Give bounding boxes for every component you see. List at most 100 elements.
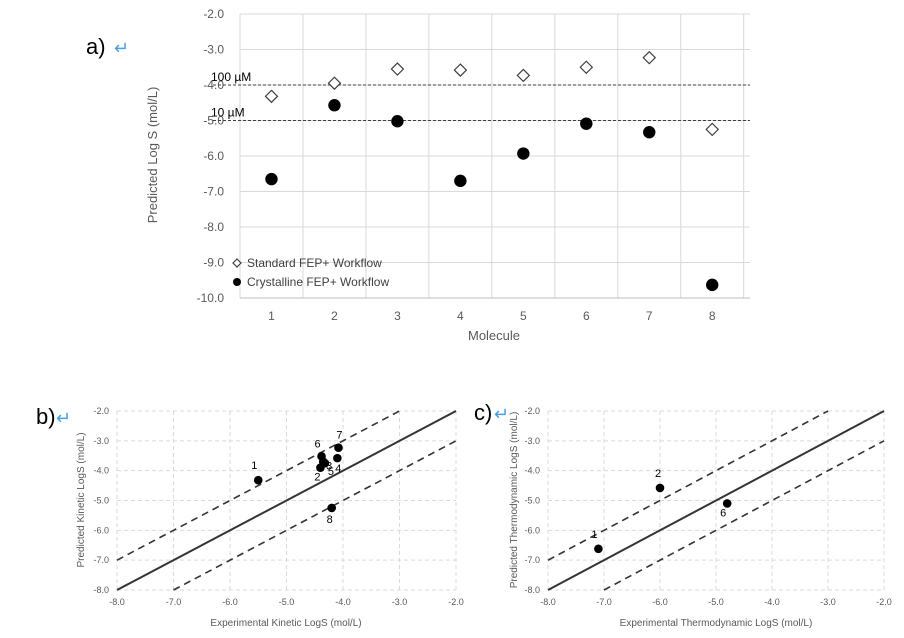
panel-a-y-tick-label: -2.0 xyxy=(203,7,224,21)
panel-c-y-axis-title: Predicted Thermodynamic LogS (mol/L) xyxy=(509,412,520,589)
data-point-standard xyxy=(390,62,405,76)
panel-b-letter: b) xyxy=(36,404,56,429)
panel-b: b) ↵ -8.0 -7.0 -6.0 -5.0 -4.0 -3.0 -2.0 -2.0 -3.… xyxy=(36,404,464,629)
panel-c-ticks: -8.0 -7.0 -6.0 -5.0 -4.0 -3.0 -2.0 -2.0 -3.0 -4.0… xyxy=(524,406,891,607)
panel-a-y-tick-label: -8.0 xyxy=(203,220,224,234)
panel-b-parity-lines xyxy=(116,410,457,591)
panel-a-x-ticks: 1 2 3 4 5 6 7 8 xyxy=(268,309,716,323)
panel-c-x-tick-label: -8.0 xyxy=(540,597,556,607)
panel-b-x-tick-label: -6.0 xyxy=(222,597,238,607)
panel-a-x-tick-label: 3 xyxy=(394,309,401,323)
data-point-crystalline xyxy=(265,172,278,186)
panel-c-x-tick-label: -6.0 xyxy=(652,597,668,607)
data-point-label: 6 xyxy=(314,438,320,450)
panel-a-legend: Standard FEP+ Workflow Crystalline FEP+ … xyxy=(232,256,389,289)
panel-a-y-axis-title: Predicted Log S (mol/L) xyxy=(145,87,160,224)
panel-b-x-tick-label: -4.0 xyxy=(335,597,351,607)
panel-c-x-axis-title: Experimental Thermodynamic LogS (mol/L) xyxy=(620,618,813,629)
return-arrow-icon: ↵ xyxy=(114,38,129,58)
panel-b-ticks: -8.0 -7.0 -6.0 -5.0 -4.0 -3.0 -2.0 -2.0 -3.0 -4.0… xyxy=(93,406,463,607)
data-point xyxy=(334,443,343,452)
data-point xyxy=(333,453,342,463)
panel-a-y-tick-label: -9.0 xyxy=(203,256,224,270)
panel-b-y-tick-label: -2.0 xyxy=(93,406,109,416)
data-point-label: 7 xyxy=(336,430,342,442)
data-point-standard xyxy=(453,63,468,77)
panel-c-x-tick-label: -7.0 xyxy=(596,597,612,607)
data-point-label: 1 xyxy=(251,460,257,472)
panel-a-y-tick-label: -10.0 xyxy=(197,291,225,305)
panel-a-x-tick-label: 4 xyxy=(457,309,464,323)
data-point-standard xyxy=(327,76,342,91)
parity-line xyxy=(547,410,885,591)
data-point-label: 2 xyxy=(314,472,320,484)
panel-b-y-tick-label: -3.0 xyxy=(93,436,109,446)
panel-c-y-tick-label: -2.0 xyxy=(524,406,540,416)
panel-b-x-tick-label: -7.0 xyxy=(166,597,182,607)
legend-label-crystalline: Crystalline FEP+ Workflow xyxy=(247,275,389,289)
data-point xyxy=(253,475,263,485)
panel-c-y-tick-label: -8.0 xyxy=(524,585,540,595)
panel-c-x-tick-label: -2.0 xyxy=(876,597,892,607)
data-point-label: 6 xyxy=(720,507,726,519)
panel-a-y-tick-label: -6.0 xyxy=(203,149,224,163)
panel-b-x-tick-label: -3.0 xyxy=(392,597,408,607)
data-point-standard xyxy=(264,89,279,104)
legend-diamond-marker xyxy=(232,258,242,268)
panel-c-parity-lines xyxy=(547,410,885,591)
return-arrow-icon: ↵ xyxy=(56,408,71,428)
data-point-crystalline xyxy=(706,278,719,292)
panel-c-y-tick-label: -6.0 xyxy=(524,525,540,535)
panel-a-x-tick-label: 5 xyxy=(520,309,527,323)
data-point-label: 4 xyxy=(335,463,341,475)
panel-a-y-tick-label: -7.0 xyxy=(203,185,224,199)
panel-b-y-axis-title: Predicted Kinetic LogS (mol/L) xyxy=(76,432,87,567)
error-bound-line xyxy=(116,410,400,561)
panel-b-y-tick-label: -4.0 xyxy=(93,466,109,476)
data-point-standard xyxy=(642,50,657,65)
data-point-standard xyxy=(516,68,531,83)
panel-a-gridlines xyxy=(240,13,750,299)
data-point-crystalline xyxy=(580,117,593,130)
panel-c-x-tick-label: -4.0 xyxy=(764,597,780,607)
data-point-crystalline xyxy=(454,174,467,188)
data-point-label: 3 xyxy=(326,461,332,473)
panel-a-x-tick-label: 2 xyxy=(331,309,338,323)
data-point xyxy=(320,458,330,468)
panel-c-y-tick-label: -3.0 xyxy=(524,436,540,446)
error-bound-line xyxy=(603,440,885,591)
data-point-crystalline xyxy=(517,147,530,160)
data-point-crystalline xyxy=(391,115,404,128)
legend-label-standard: Standard FEP+ Workflow xyxy=(247,256,382,270)
panel-a-x-axis-title: Molecule xyxy=(468,328,520,343)
panel-c-y-tick-label: -5.0 xyxy=(524,496,540,506)
panel-a-y-tick-label: -3.0 xyxy=(203,43,224,57)
reference-line-label: 100 µM xyxy=(211,70,251,84)
reference-line-label: 10 µM xyxy=(211,106,245,120)
data-point-crystalline xyxy=(643,126,656,139)
panel-a-x-tick-label: 6 xyxy=(583,309,590,323)
panel-b-y-tick-label: -5.0 xyxy=(93,496,109,506)
panel-b-y-tick-label: -8.0 xyxy=(93,585,109,595)
data-point xyxy=(594,544,603,554)
panel-b-x-tick-label: -8.0 xyxy=(109,597,125,607)
panel-b-x-axis-title: Experimental Kinetic LogS (mol/L) xyxy=(210,618,361,629)
panel-b-y-tick-label: -6.0 xyxy=(93,525,109,535)
panel-b-marks: 1 23 45 6 7 8 xyxy=(251,430,343,526)
data-point xyxy=(655,483,665,493)
panel-a-marks xyxy=(264,50,720,292)
panel-a-x-tick-label: 8 xyxy=(709,309,716,323)
data-point-standard xyxy=(705,122,720,137)
panel-c-y-tick-label: -4.0 xyxy=(524,466,540,476)
data-point xyxy=(317,452,326,461)
data-point-label: 8 xyxy=(327,514,333,526)
panel-a-reference-lines: 100 µM 10 µM xyxy=(211,70,750,121)
panel-a-letter: a) xyxy=(86,34,106,59)
panel-a-x-tick-label: 7 xyxy=(646,309,653,323)
data-point-label: 5 xyxy=(328,466,334,478)
data-point-standard xyxy=(579,60,594,75)
panel-a-x-tick-label: 1 xyxy=(268,309,275,323)
return-arrow-icon: ↵ xyxy=(494,404,509,424)
panel-c-marks: 1 2 6 xyxy=(591,468,732,554)
